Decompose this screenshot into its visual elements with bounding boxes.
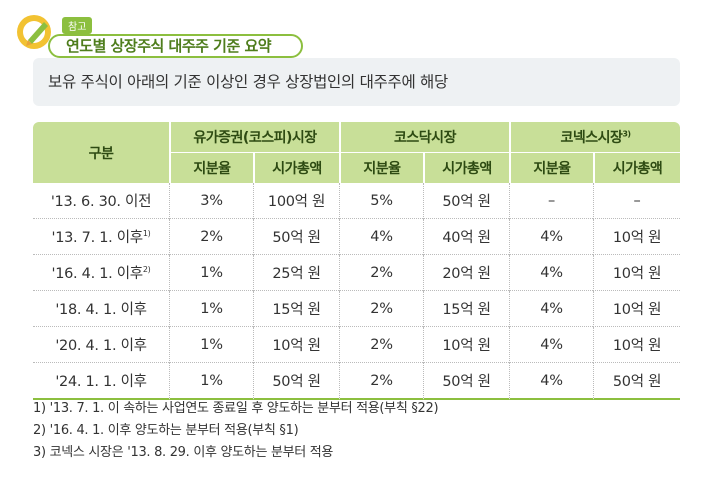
value-cell: 2% bbox=[339, 255, 423, 291]
period-cell: '20. 4. 1. 이후 bbox=[33, 327, 169, 363]
period-cell: '13. 7. 1. 이후1) bbox=[33, 219, 169, 255]
value-cell: 2% bbox=[339, 291, 423, 327]
table-row: '24. 1. 1. 이후 1% 50억 원 2% 50억 원 4% 50억 원 bbox=[33, 363, 681, 400]
title-block: 참고 연도별 상장주식 대주주 기준 요약 bbox=[12, 8, 312, 58]
value-cell: 1% bbox=[169, 363, 253, 400]
value-cell: 25억 원 bbox=[253, 255, 339, 291]
market-header-konex: 코넥스시장3) bbox=[509, 122, 681, 152]
value-cell: 100억 원 bbox=[253, 183, 339, 219]
value-cell: 3% bbox=[169, 183, 253, 219]
value-cell: – bbox=[509, 183, 593, 219]
col-header-category: 구분 bbox=[33, 122, 169, 183]
page-title: 연도별 상장주식 대주주 기준 요약 bbox=[66, 37, 272, 55]
value-cell: 50억 원 bbox=[253, 219, 339, 255]
value-cell: 1% bbox=[169, 327, 253, 363]
subheader-marketcap: 시가총액 bbox=[253, 152, 339, 183]
footnote-3: 3) 코넥스 시장은 '13. 8. 29. 이후 양도하는 분부터 적용 bbox=[33, 445, 334, 460]
footnote-2: 2) '16. 4. 1. 이후 양도하는 분부터 적용(부칙 §1) bbox=[33, 423, 299, 438]
value-cell: 4% bbox=[509, 219, 593, 255]
table-row: '16. 4. 1. 이후2) 1% 25억 원 2% 20억 원 4% 10억… bbox=[33, 255, 681, 291]
value-cell: 10억 원 bbox=[593, 291, 681, 327]
value-cell: 15억 원 bbox=[423, 291, 509, 327]
intro-box: 보유 주식이 아래의 기준 이상인 경우 상장법인의 대주주에 해당 bbox=[33, 58, 680, 106]
value-cell: 10억 원 bbox=[253, 327, 339, 363]
value-cell: 4% bbox=[509, 291, 593, 327]
value-cell: 50억 원 bbox=[593, 363, 681, 400]
market-header-kospi: 유가증권(코스피)시장 bbox=[169, 122, 339, 152]
value-cell: 2% bbox=[169, 219, 253, 255]
value-cell: 2% bbox=[339, 363, 423, 400]
period-cell: '13. 6. 30. 이전 bbox=[33, 183, 169, 219]
table-row: '13. 7. 1. 이후1) 2% 50억 원 4% 40억 원 4% 10억… bbox=[33, 219, 681, 255]
value-cell: 10억 원 bbox=[593, 327, 681, 363]
value-cell: 4% bbox=[509, 363, 593, 400]
value-cell: 1% bbox=[169, 255, 253, 291]
subheader-marketcap: 시가총액 bbox=[423, 152, 509, 183]
pencil-icon bbox=[17, 15, 51, 49]
table-row: '13. 6. 30. 이전 3% 100억 원 5% 50억 원 – – bbox=[33, 183, 681, 219]
subheader-marketcap: 시가총액 bbox=[593, 152, 681, 183]
period-cell: '18. 4. 1. 이후 bbox=[33, 291, 169, 327]
value-cell: 50억 원 bbox=[423, 183, 509, 219]
subheader-share: 지분율 bbox=[339, 152, 423, 183]
footnote-1: 1) '13. 7. 1. 이 속하는 사업연도 종료일 후 양도하는 분부터 … bbox=[33, 401, 439, 416]
reference-tag: 참고 bbox=[62, 17, 93, 34]
value-cell: 4% bbox=[509, 327, 593, 363]
value-cell: 4% bbox=[509, 255, 593, 291]
table-row: '18. 4. 1. 이후 1% 15억 원 2% 15억 원 4% 10억 원 bbox=[33, 291, 681, 327]
value-cell: 50억 원 bbox=[253, 363, 339, 400]
value-cell: 20억 원 bbox=[423, 255, 509, 291]
value-cell: 1% bbox=[169, 291, 253, 327]
period-cell: '24. 1. 1. 이후 bbox=[33, 363, 169, 400]
value-cell: 10억 원 bbox=[593, 255, 681, 291]
value-cell: 15억 원 bbox=[253, 291, 339, 327]
shareholder-criteria-table: 구분 유가증권(코스피)시장 코스닥시장 코넥스시장3) 지분율 시가총액 지분… bbox=[33, 122, 681, 400]
value-cell: 5% bbox=[339, 183, 423, 219]
period-cell: '16. 4. 1. 이후2) bbox=[33, 255, 169, 291]
value-cell: 10억 원 bbox=[593, 219, 681, 255]
value-cell: – bbox=[593, 183, 681, 219]
value-cell: 2% bbox=[339, 327, 423, 363]
footnotes: 1) '13. 7. 1. 이 속하는 사업연도 종료일 후 양도하는 분부터 … bbox=[33, 398, 439, 464]
value-cell: 40억 원 bbox=[423, 219, 509, 255]
subheader-share: 지분율 bbox=[509, 152, 593, 183]
title-pill bbox=[48, 34, 303, 58]
value-cell: 4% bbox=[339, 219, 423, 255]
value-cell: 50억 원 bbox=[423, 363, 509, 400]
value-cell: 10억 원 bbox=[423, 327, 509, 363]
market-header-kosdaq: 코스닥시장 bbox=[339, 122, 509, 152]
subheader-share: 지분율 bbox=[169, 152, 253, 183]
table-row: '20. 4. 1. 이후 1% 10억 원 2% 10억 원 4% 10억 원 bbox=[33, 327, 681, 363]
